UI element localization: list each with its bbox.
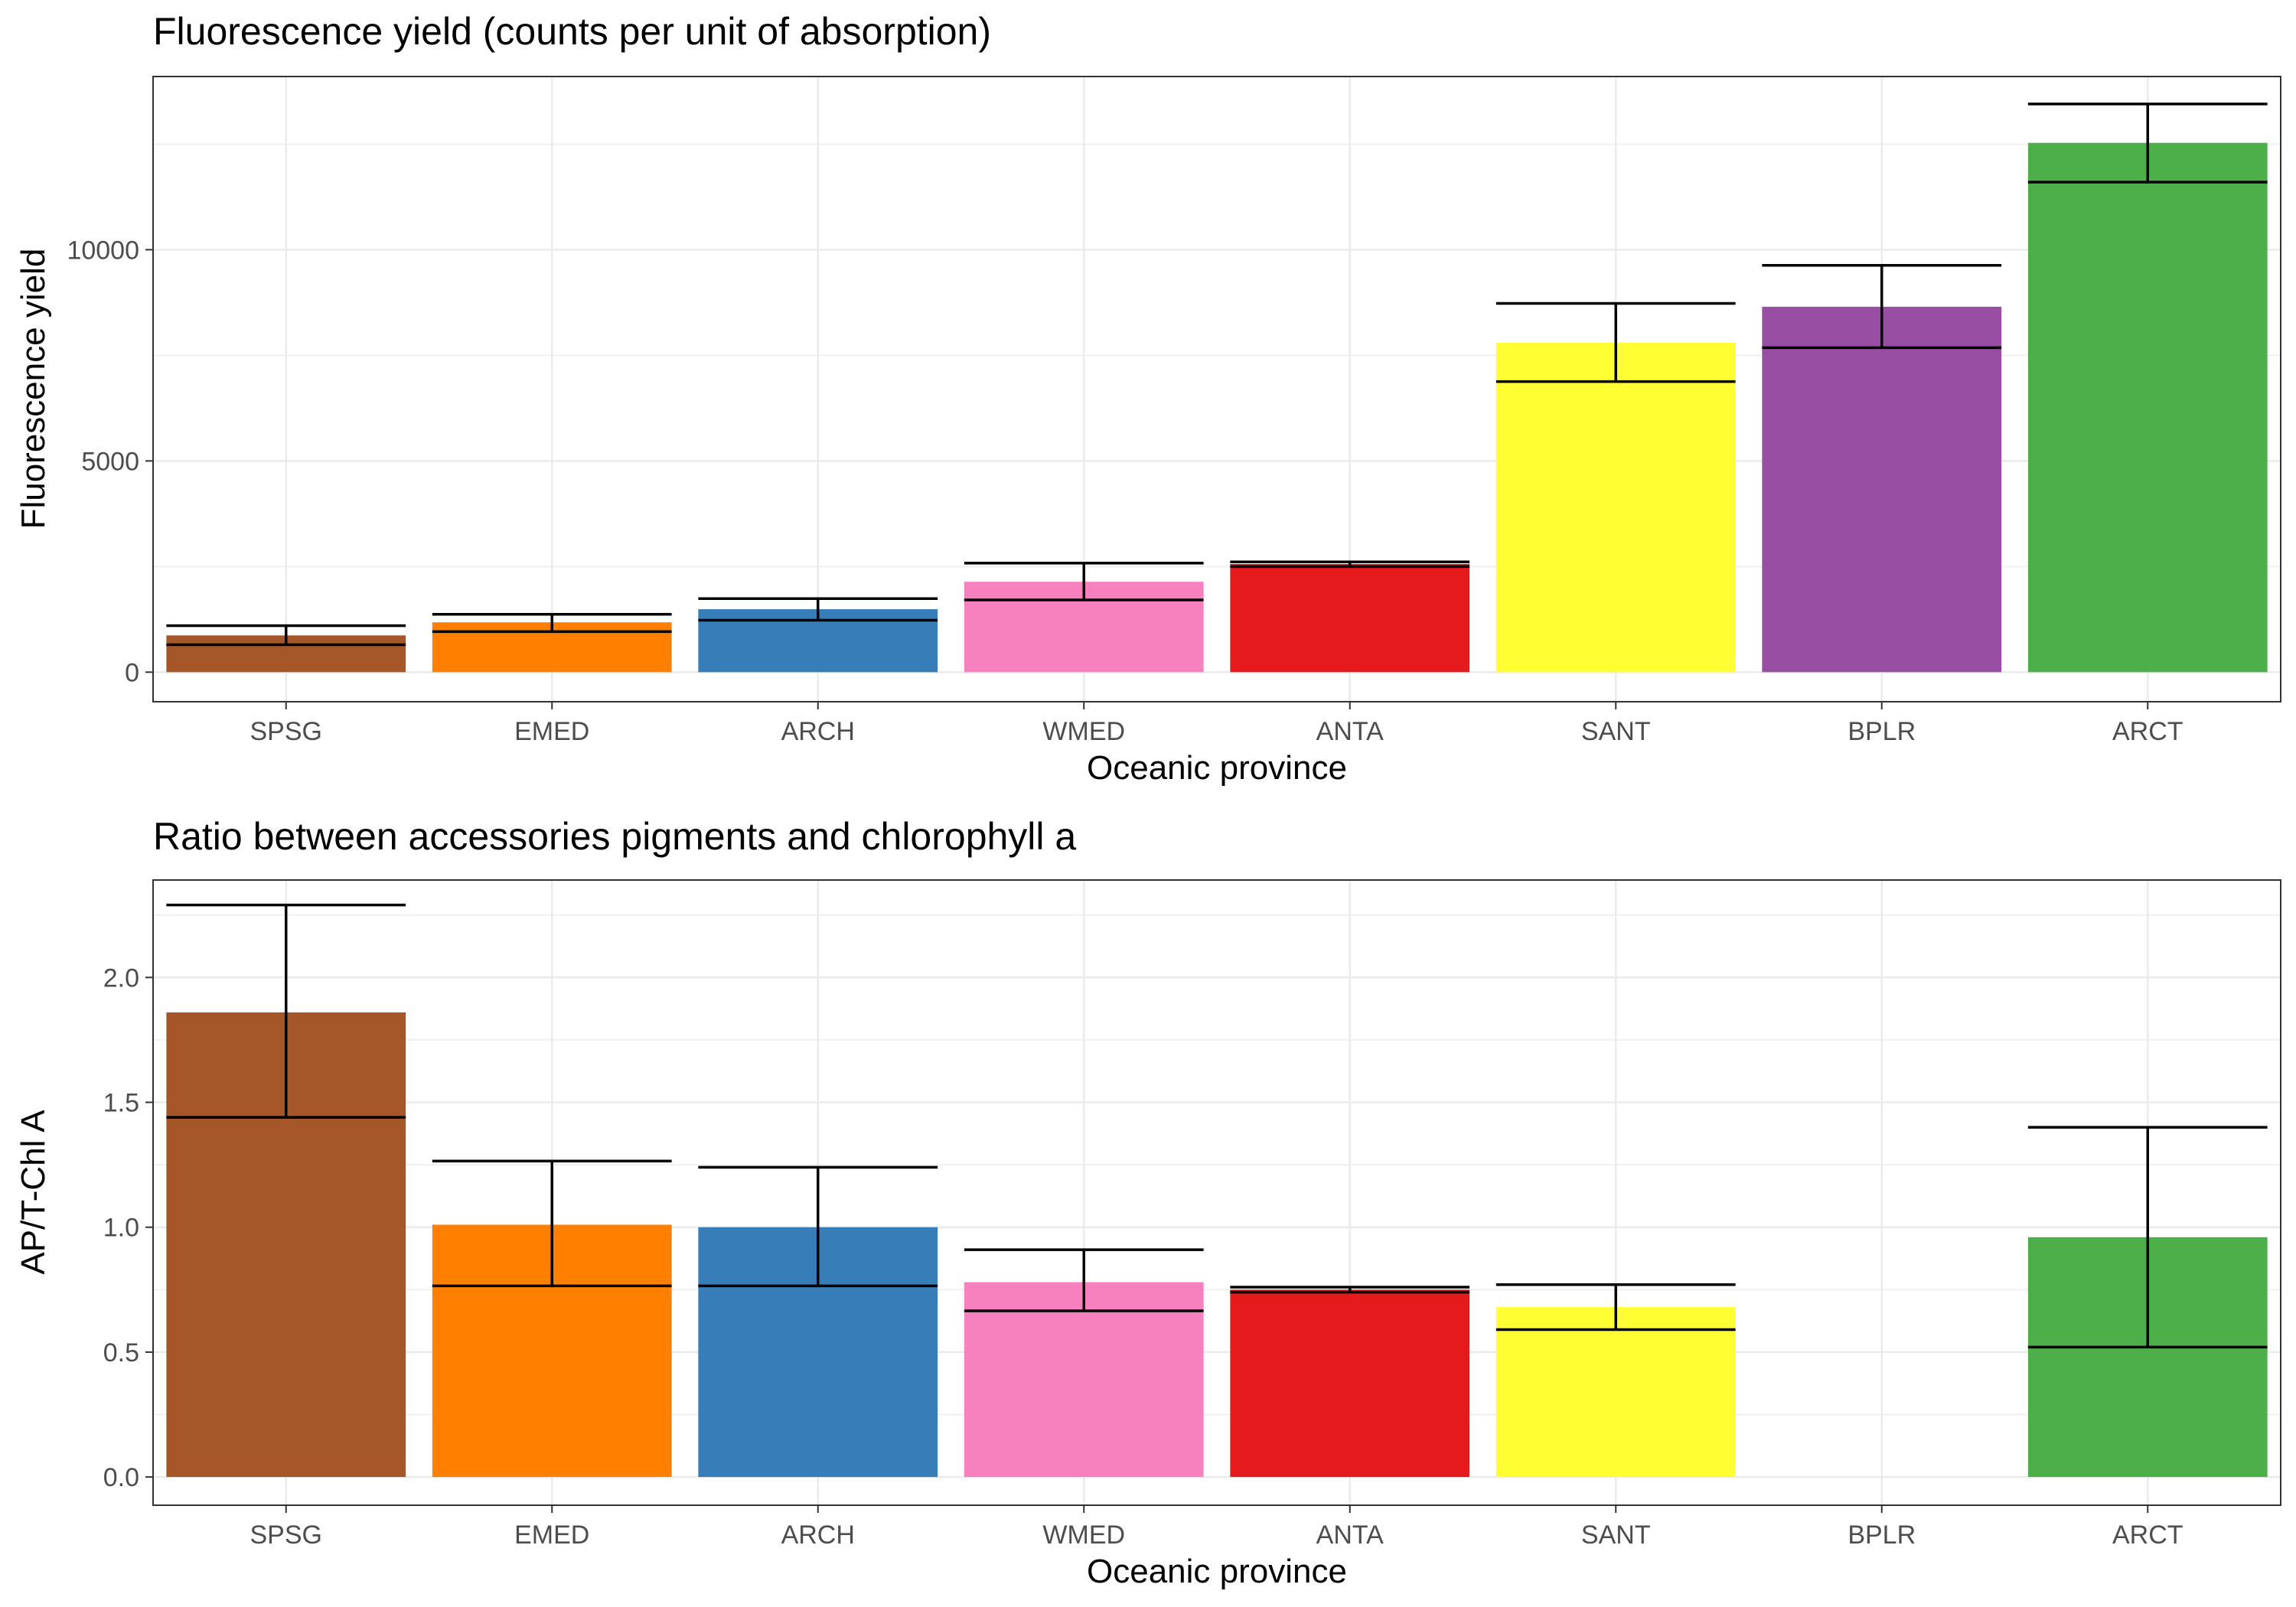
bar-anta — [1230, 564, 1470, 673]
y-tick-label: 0.5 — [103, 1338, 139, 1367]
bar-wmed — [964, 1282, 1204, 1478]
y-tick-label: 2.0 — [103, 963, 139, 993]
chart-title: Ratio between accessories pigments and c… — [153, 815, 1076, 858]
error-bar-arct — [2027, 1126, 2268, 1349]
error-bars — [166, 903, 2268, 1349]
y-axis-ticks: 0.0 0.5 1.0 1.5 2.0 — [103, 963, 153, 1492]
error-bar-emed — [432, 1159, 672, 1288]
y-tick-label: 0 — [125, 658, 139, 687]
x-tick-label: ARCT — [2112, 1521, 2183, 1550]
chart-title: Fluorescence yield (counts per unit of a… — [153, 10, 991, 53]
fluorescence-yield-chart: Fluorescence yield (counts per unit of a… — [15, 10, 2281, 787]
error-bar-anta — [1230, 1286, 1470, 1294]
bar-bplr — [1762, 306, 2002, 673]
x-tick-label: EMED — [514, 717, 589, 746]
y-tick-label: 1.5 — [103, 1089, 139, 1118]
x-tick-label: ARCT — [2112, 717, 2183, 746]
x-tick-label: SANT — [1581, 717, 1651, 746]
error-bar-emed — [432, 612, 672, 634]
y-tick-label: 5000 — [81, 447, 139, 476]
x-tick-label: BPLR — [1848, 717, 1916, 746]
x-tick-label: BPLR — [1848, 1521, 1916, 1550]
error-bar-arch — [698, 1165, 938, 1288]
error-bar-arct — [2027, 103, 2268, 184]
error-bars — [166, 103, 2268, 647]
plot-border — [152, 76, 2281, 702]
x-axis-label: Oceanic province — [1087, 749, 1347, 787]
error-bar-sant — [1495, 1283, 1736, 1332]
x-axis-label: Oceanic province — [1087, 1553, 1347, 1590]
error-bar-spsg — [166, 903, 406, 1119]
error-bar-sant — [1495, 302, 1736, 383]
error-bar-wmed — [964, 562, 1204, 601]
x-axis-ticks: SPSG EMED ARCH WMED ANTA SANT BPLR ARCT — [250, 1505, 2183, 1550]
x-tick-label: ARCH — [781, 717, 855, 746]
plot-border — [152, 879, 2281, 1506]
x-tick-label: ARCH — [781, 1521, 855, 1550]
y-axis-label: Fluorescence yield — [15, 249, 52, 530]
y-axis-label: AP/T-Chl A — [15, 1110, 52, 1275]
x-tick-label: WMED — [1042, 1521, 1125, 1550]
y-tick-label: 1.0 — [103, 1214, 139, 1243]
x-tick-label: ANTA — [1316, 717, 1384, 746]
error-bar-arch — [698, 597, 938, 622]
x-tick-label: ANTA — [1316, 1521, 1384, 1550]
y-axis-ticks: 0 5000 10000 — [67, 236, 153, 687]
y-tick-label: 0.0 — [103, 1463, 139, 1492]
x-tick-label: SANT — [1581, 1521, 1651, 1550]
x-tick-label: SPSG — [250, 717, 322, 746]
x-tick-label: WMED — [1042, 717, 1125, 746]
error-bar-bplr — [1762, 264, 2002, 350]
bar-sant — [1495, 342, 1736, 673]
error-bar-wmed — [964, 1248, 1204, 1312]
pigment-ratio-chart: Ratio between accessories pigments and c… — [15, 815, 2281, 1590]
x-axis-ticks: SPSG EMED ARCH WMED ANTA SANT BPLR ARCT — [250, 702, 2183, 746]
y-tick-label: 10000 — [67, 236, 139, 265]
bar-sant — [1495, 1307, 1736, 1478]
x-tick-label: SPSG — [250, 1521, 322, 1550]
bars — [166, 142, 2268, 673]
error-bar-anta — [1230, 560, 1470, 569]
bar-anta — [1230, 1289, 1470, 1478]
x-tick-label: EMED — [514, 1521, 589, 1550]
bars — [166, 1012, 2268, 1478]
error-bar-spsg — [166, 624, 406, 647]
bar-arct — [2027, 142, 2268, 673]
